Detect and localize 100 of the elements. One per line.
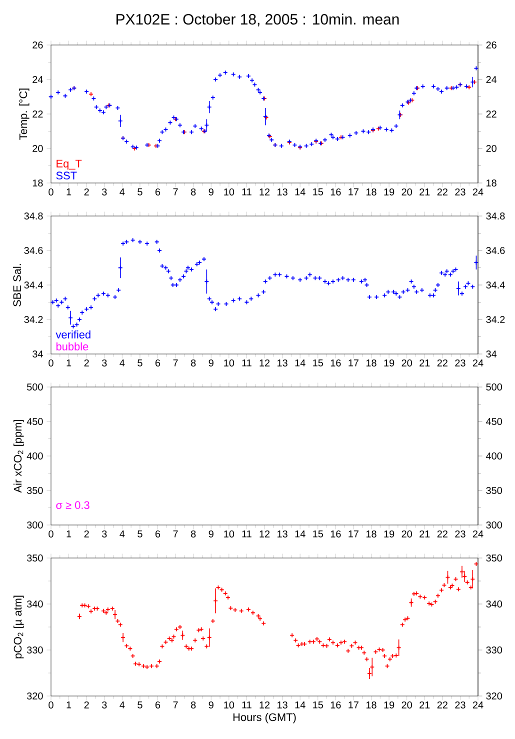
chart-title: PX102E : October 18, 2005 : 10min. mean — [116, 14, 399, 26]
x-tick-label: 20 — [402, 188, 412, 196]
x-tick-label: 7 — [173, 359, 178, 366]
x-tick-label: 1 — [66, 188, 72, 196]
x-tick-label: 12 — [260, 530, 270, 538]
x-tick-label: 12 — [260, 359, 270, 366]
y2-tick-label: 20 — [486, 144, 496, 152]
x-tick-label: 16 — [330, 530, 341, 538]
x-tick-label: 21 — [420, 701, 430, 708]
x-tick-label: 5 — [138, 359, 142, 366]
y-tick-label: 500 — [27, 383, 43, 391]
x-tick-label: 19 — [384, 530, 394, 538]
x-tick-label: 1 — [66, 530, 72, 538]
x-tick-label: 15 — [313, 359, 323, 366]
x-tick-label: 21 — [420, 530, 430, 538]
y2-tick-label: 34.8 — [486, 212, 505, 220]
y2-tick-label: 18 — [486, 179, 496, 187]
y2-tick-label: 22 — [486, 110, 496, 118]
x-tick-label: 3 — [102, 359, 107, 366]
x-axis-title: Hours (GMT) — [233, 713, 296, 724]
x-tick-label: 23 — [455, 359, 466, 366]
x-tick-label: 8 — [191, 359, 196, 366]
x-tick-label: 0 — [48, 359, 54, 366]
x-tick-label: 0 — [48, 530, 54, 538]
y-tick-label: 34.2 — [24, 316, 43, 324]
x-tick-label: 11 — [242, 188, 252, 196]
x-tick-label: 1 — [66, 701, 72, 708]
y-tick-label: 34.8 — [24, 212, 43, 220]
x-tick-label: 24 — [472, 188, 484, 196]
x-tick-label: 11 — [242, 530, 252, 538]
x-tick-label: 20 — [402, 359, 412, 366]
x-tick-label: 7 — [173, 530, 178, 538]
x-tick-label: 7 — [173, 701, 178, 708]
x-tick-label: 10 — [224, 701, 234, 708]
x-tick-label: 13 — [278, 530, 288, 538]
y-tick-label: 18 — [32, 179, 43, 187]
x-tick-label: 3 — [102, 530, 107, 538]
text: Eq_T — [56, 160, 82, 170]
x-tick-label: 16 — [330, 701, 341, 708]
x-tick-label: 5 — [138, 701, 142, 708]
x-tick-label: 21 — [420, 359, 430, 366]
y-tick-label: 320 — [26, 692, 43, 700]
x-tick-label: 11 — [242, 359, 252, 366]
x-tick-label: 2 — [84, 359, 89, 366]
y2-tick-label: 350 — [486, 554, 502, 562]
x-tick-label: 4 — [120, 188, 125, 196]
y2-tick-label: 330 — [486, 646, 502, 654]
x-tick-label: 16 — [330, 359, 341, 366]
x-tick-label: 14 — [295, 530, 306, 538]
y-tick-label: 26 — [32, 41, 43, 49]
y-tick-label: 340 — [26, 600, 43, 608]
x-tick-label: 10 — [224, 530, 234, 538]
x-tick-label: 18 — [366, 188, 376, 196]
y2-tick-label: 320 — [486, 692, 502, 700]
y-tick-label: 350 — [26, 554, 43, 562]
y2-tick-label: 450 — [486, 418, 502, 426]
x-tick-label: 13 — [278, 188, 288, 196]
x-tick-label: 9 — [208, 701, 214, 708]
x-tick-label: 15 — [313, 701, 323, 708]
x-tick-label: 22 — [437, 188, 448, 196]
x-tick-label: 2 — [84, 188, 89, 196]
y-tick-label: 350 — [26, 486, 43, 494]
x-tick-label: 15 — [313, 530, 323, 538]
x-tick-label: 10 — [224, 359, 234, 366]
x-tick-label: 14 — [295, 188, 306, 196]
x-tick-label: 1 — [66, 359, 72, 366]
x-tick-label: 13 — [278, 701, 288, 708]
y2-tick-label: 500 — [486, 383, 502, 391]
text: SST — [56, 172, 77, 180]
x-tick-label: 20 — [402, 530, 412, 538]
y2-tick-label: 34.6 — [486, 246, 505, 254]
x-tick-label: 17 — [348, 701, 359, 708]
x-tick-label: 19 — [384, 701, 394, 708]
x-tick-label: 23 — [455, 701, 466, 708]
x-tick-label: 17 — [348, 359, 359, 366]
y2-tick-label: 400 — [486, 452, 502, 460]
x-tick-label: 8 — [191, 701, 196, 708]
y-tick-label: 300 — [26, 521, 43, 529]
x-tick-label: 2 — [84, 530, 89, 538]
x-tick-label: 7 — [173, 188, 178, 196]
y-axis-title: Air xCO$_{2}$ [ppm] — [14, 420, 24, 493]
x-tick-label: 13 — [278, 359, 288, 366]
y-axis-title: pCO$_{2}$ [µ atm] — [14, 596, 24, 658]
y2-tick-label: 340 — [486, 600, 502, 608]
x-tick-label: 6 — [155, 530, 160, 538]
x-tick-label: 8 — [191, 188, 196, 196]
y-tick-label: 400 — [26, 452, 43, 460]
x-tick-label: 6 — [155, 188, 160, 196]
x-tick-label: 0 — [48, 188, 54, 196]
x-tick-label: 5 — [138, 530, 142, 538]
y2-tick-label: 34.4 — [486, 281, 505, 289]
y-axis-title: SBE Sal. — [12, 264, 21, 306]
x-tick-label: 16 — [330, 188, 341, 196]
x-tick-label: 20 — [402, 701, 412, 708]
x-tick-label: 9 — [208, 188, 214, 196]
y-tick-label: 24 — [32, 76, 43, 83]
x-tick-label: 6 — [155, 359, 160, 366]
x-tick-label: 19 — [384, 188, 394, 196]
y-tick-label: 450 — [26, 418, 43, 426]
legend-label: bubble — [56, 342, 88, 350]
